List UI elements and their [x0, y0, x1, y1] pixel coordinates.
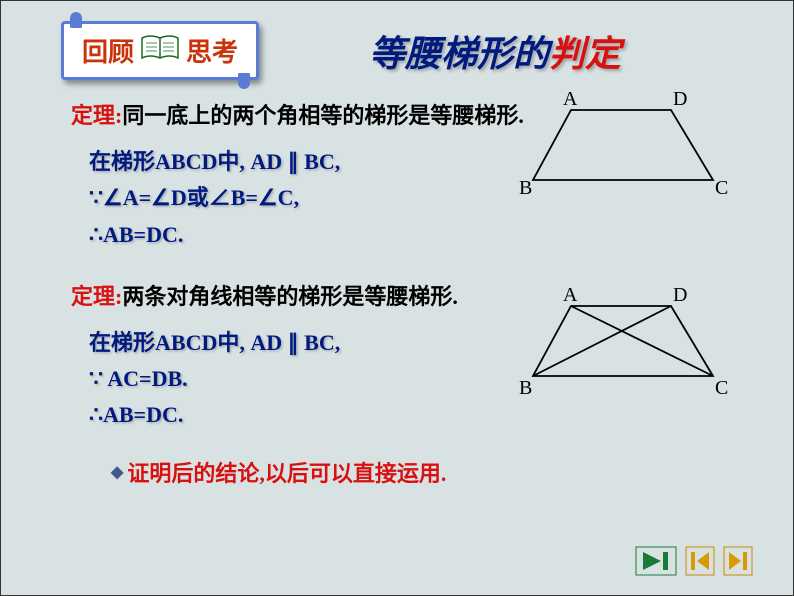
t2-l1-bc: BC,	[304, 330, 340, 355]
t1-l1-abcd: ABCD	[155, 149, 217, 174]
t2-l1-mid: 中,	[217, 330, 245, 355]
title-main: 等腰梯形的	[369, 34, 549, 74]
t1-l1-ad: AD	[250, 149, 282, 174]
trapezoid-figure-1: A D B C	[513, 90, 733, 205]
fig1-label-B: B	[519, 177, 532, 199]
fig2-label-A: A	[563, 286, 578, 306]
bullet-icon: ◆	[111, 462, 123, 482]
theorem-2-label: 定理:	[71, 284, 122, 309]
t1-l1-mid: 中,	[217, 149, 245, 174]
trapezoid-figure-2: A D B C	[513, 286, 733, 406]
prev-arrow-button[interactable]	[685, 546, 715, 581]
theorem-1-label: 定理:	[71, 103, 122, 128]
conclusion: ◆ 证明后的结论,以后可以直接运用.	[111, 456, 753, 488]
t2-l1-par: ∥	[288, 330, 299, 355]
scroll-left-text: 回顾	[82, 32, 134, 69]
theorem-1-text: 同一底上的两个角相等的梯形是等腰梯形.	[122, 103, 524, 128]
fig1-label-A: A	[563, 90, 578, 110]
fig2-label-B: B	[519, 377, 532, 399]
scroll-right-text: 思考	[186, 32, 238, 69]
conclusion-text: 证明后的结论,以后可以直接运用.	[127, 456, 446, 488]
next-arrow-button[interactable]	[723, 546, 753, 581]
book-icon	[140, 34, 180, 67]
t2-l1-pre: 在梯形	[89, 330, 155, 355]
t1-l1-pre: 在梯形	[89, 149, 155, 174]
page-title: 等腰梯形的判定	[369, 25, 621, 77]
theorem-2-text: 两条对角线相等的梯形是等腰梯形.	[122, 284, 458, 309]
fig1-label-D: D	[673, 90, 687, 110]
nav-buttons	[635, 546, 753, 581]
t2-l1-ad: AD	[250, 330, 282, 355]
fig1-label-C: C	[715, 177, 728, 199]
t1-l1-par: ∥	[288, 149, 299, 174]
theorem-1-line3: ∴AB=DC.	[89, 217, 753, 253]
fig2-label-D: D	[673, 286, 687, 306]
fig2-label-C: C	[715, 377, 728, 399]
next-button[interactable]	[635, 546, 677, 581]
review-scroll-box: 回顾 思考	[61, 21, 259, 80]
title-red: 判定	[549, 34, 621, 74]
t1-l1-bc: BC,	[304, 149, 340, 174]
t2-l1-abcd: ABCD	[155, 330, 217, 355]
